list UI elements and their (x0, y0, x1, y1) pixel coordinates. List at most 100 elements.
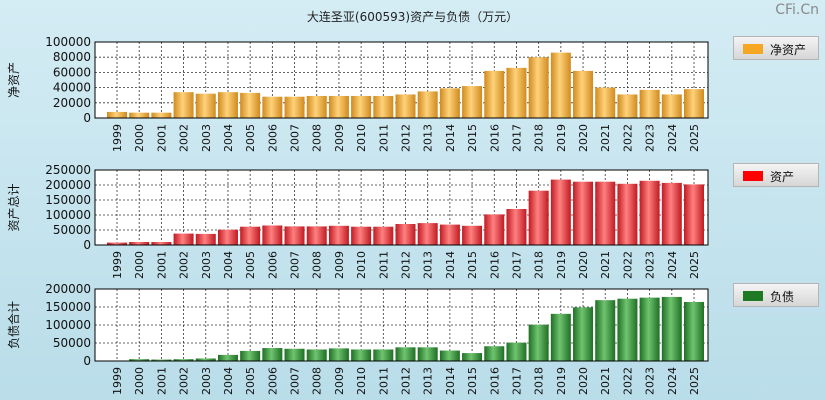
x-tick-label-assets: 2023 (644, 251, 657, 279)
x-tick-label-net-assets: 2003 (200, 124, 213, 152)
y-tick-label-liabilities: 200000 (45, 282, 91, 296)
x-tick-label-liabilities: 2018 (533, 367, 546, 395)
x-tick-label-net-assets: 2021 (599, 124, 612, 152)
y-tick-label-net-assets: 60000 (53, 65, 91, 79)
x-tick-label-net-assets: 2001 (155, 124, 168, 152)
y-tick-label-net-assets: 80000 (53, 50, 91, 64)
y-tick-label-net-assets: 40000 (53, 81, 91, 95)
plot-frame-assets (94, 169, 709, 246)
x-tick-label-liabilities: 2006 (266, 367, 279, 395)
bar-liabilities-2019 (550, 313, 571, 361)
bar-assets-2010 (351, 226, 372, 245)
bar-net-assets-2002 (173, 92, 194, 118)
bar-assets-2008 (306, 226, 327, 245)
x-tick-label-liabilities: 2025 (688, 367, 701, 395)
x-tick-label-assets: 2003 (200, 251, 213, 279)
bar-net-assets-2011 (373, 95, 394, 118)
bar-assets-2024 (661, 182, 682, 245)
x-tick-label-net-assets: 2017 (510, 124, 523, 152)
x-tick-label-liabilities: 2023 (644, 367, 657, 395)
x-tick-label-assets: 2010 (355, 251, 368, 279)
bar-assets-1999 (107, 242, 127, 245)
x-tick-label-assets: 2002 (178, 251, 191, 279)
y-tick-label-liabilities: 0 (83, 354, 91, 368)
bar-liabilities-2025 (684, 301, 704, 361)
x-tick-label-net-assets: 1999 (111, 124, 124, 152)
bar-liabilities-2021 (595, 300, 616, 361)
x-tick-label-liabilities: 2010 (355, 367, 368, 395)
x-tick-label-liabilities: 2016 (488, 367, 501, 395)
bar-assets-2001 (151, 242, 172, 245)
legend-liabilities: 负债 (733, 283, 819, 307)
bar-assets-2023 (639, 180, 660, 245)
bar-net-assets-2006 (262, 96, 283, 118)
bar-liabilities-2008 (306, 349, 327, 361)
bar-liabilities-2004 (217, 354, 238, 361)
x-tick-label-liabilities: 2007 (289, 367, 302, 395)
x-tick-label-liabilities: 2004 (222, 367, 235, 395)
bar-assets-2021 (595, 181, 616, 245)
plot-frame-liabilities (94, 288, 709, 362)
y-tick-label-assets: 0 (83, 238, 91, 252)
bar-liabilities-2005 (240, 350, 261, 361)
legend-label-liabilities: 负债 (770, 290, 795, 304)
x-tick-label-net-assets: 2009 (333, 124, 346, 152)
x-tick-label-net-assets: 2016 (488, 124, 501, 152)
x-tick-label-assets: 1999 (111, 251, 124, 279)
bar-assets-2007 (284, 226, 305, 245)
bar-assets-2005 (240, 226, 261, 245)
bar-liabilities-2016 (484, 346, 505, 361)
bar-net-assets-2001 (151, 112, 172, 118)
bar-net-assets-2015 (462, 86, 483, 118)
bar-liabilities-2010 (351, 349, 372, 361)
x-tick-label-liabilities: 2003 (200, 367, 213, 395)
bar-net-assets-2005 (240, 92, 261, 118)
bar-assets-2004 (217, 229, 238, 245)
x-tick-label-assets: 2017 (510, 251, 523, 279)
x-tick-label-assets: 2007 (289, 251, 302, 279)
bar-liabilities-2002 (173, 359, 194, 361)
x-tick-label-net-assets: 2004 (222, 124, 235, 152)
x-tick-label-assets: 2008 (311, 251, 324, 279)
y-tick-label-liabilities: 100000 (45, 318, 91, 332)
bar-net-assets-2013 (417, 91, 438, 118)
chart-title: 大连圣亚(600593)资产与负债（万元） (306, 10, 519, 24)
watermark: CFi.Cn (775, 2, 819, 18)
bar-liabilities-2013 (417, 347, 438, 361)
legend-label-assets: 资产 (770, 170, 795, 184)
bar-net-assets-2022 (617, 94, 638, 118)
x-tick-label-liabilities: 2014 (444, 367, 457, 395)
bar-assets-2022 (617, 183, 638, 245)
bar-assets-2020 (573, 181, 594, 245)
x-tick-label-net-assets: 2011 (377, 124, 390, 152)
x-tick-label-liabilities: 2002 (178, 367, 191, 395)
x-tick-label-net-assets: 2022 (621, 124, 634, 152)
x-tick-label-net-assets: 2018 (533, 124, 546, 152)
bar-net-assets-2018 (528, 57, 549, 118)
bar-net-assets-2010 (351, 95, 372, 118)
x-tick-label-assets: 2014 (444, 251, 457, 279)
bar-liabilities-2020 (573, 307, 594, 361)
y-tick-label-liabilities: 50000 (53, 336, 91, 350)
x-tick-label-assets: 2012 (400, 251, 413, 279)
bar-assets-2015 (462, 225, 483, 245)
x-tick-label-net-assets: 2020 (577, 124, 590, 152)
bar-assets-2019 (550, 179, 571, 245)
x-tick-label-assets: 2013 (422, 251, 435, 279)
bar-liabilities-2009 (328, 348, 349, 361)
y-tick-label-assets: 100000 (45, 208, 91, 222)
bar-liabilities-2011 (373, 349, 394, 361)
bar-net-assets-2024 (661, 94, 682, 118)
bar-assets-2011 (373, 226, 394, 245)
bar-liabilities-2003 (195, 358, 216, 361)
bar-liabilities-2017 (506, 342, 527, 361)
legend-net-assets: 净资产 (733, 36, 819, 60)
bar-assets-2002 (173, 233, 194, 245)
y-tick-label-net-assets: 20000 (53, 96, 91, 110)
bar-assets-2009 (328, 225, 349, 245)
bar-assets-2012 (395, 224, 416, 245)
y-axis-label-liabilities: 负债合计 (6, 301, 21, 349)
x-tick-label-net-assets: 2012 (400, 124, 413, 152)
bar-net-assets-2012 (395, 94, 416, 118)
